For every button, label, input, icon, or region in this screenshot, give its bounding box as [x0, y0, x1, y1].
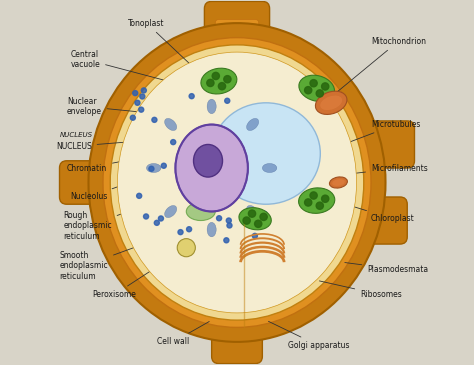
- Circle shape: [212, 72, 219, 80]
- Ellipse shape: [212, 103, 320, 204]
- Text: NUCLEUS: NUCLEUS: [60, 132, 92, 138]
- Circle shape: [177, 239, 195, 257]
- Text: Peroxisome: Peroxisome: [92, 249, 184, 299]
- Circle shape: [310, 80, 317, 87]
- Ellipse shape: [320, 96, 342, 110]
- Ellipse shape: [329, 177, 347, 188]
- Circle shape: [248, 210, 255, 217]
- Circle shape: [253, 214, 257, 219]
- Circle shape: [178, 230, 183, 235]
- Circle shape: [158, 216, 164, 221]
- Circle shape: [255, 220, 262, 227]
- Circle shape: [219, 82, 226, 90]
- Ellipse shape: [103, 38, 371, 327]
- Circle shape: [321, 83, 329, 90]
- Circle shape: [310, 192, 317, 199]
- Ellipse shape: [201, 68, 237, 94]
- Circle shape: [227, 223, 232, 228]
- Ellipse shape: [207, 222, 216, 237]
- Ellipse shape: [146, 164, 161, 173]
- Ellipse shape: [207, 99, 216, 114]
- Circle shape: [305, 199, 312, 206]
- Text: Mitochondrion: Mitochondrion: [326, 37, 426, 101]
- Ellipse shape: [164, 205, 177, 218]
- FancyBboxPatch shape: [212, 316, 262, 364]
- Ellipse shape: [89, 23, 385, 342]
- Text: Smooth
endoplasmic
reticulum: Smooth endoplasmic reticulum: [60, 227, 191, 281]
- Ellipse shape: [315, 91, 347, 115]
- Ellipse shape: [110, 45, 364, 320]
- Text: Microfilaments: Microfilaments: [341, 164, 428, 175]
- Ellipse shape: [239, 208, 271, 230]
- Text: Nuclear
envelope: Nuclear envelope: [67, 97, 191, 117]
- Circle shape: [225, 98, 230, 103]
- Text: NUCLEUS: NUCLEUS: [56, 139, 162, 151]
- Circle shape: [130, 115, 136, 120]
- Circle shape: [260, 213, 267, 220]
- Ellipse shape: [262, 164, 277, 173]
- Circle shape: [171, 139, 176, 145]
- Text: Tonoplast: Tonoplast: [128, 19, 206, 79]
- Circle shape: [316, 90, 323, 97]
- Text: Rough
endoplasmic
reticulum: Rough endoplasmic reticulum: [63, 191, 187, 241]
- Text: Plasmodesmata: Plasmodesmata: [345, 262, 428, 274]
- Circle shape: [161, 163, 166, 168]
- Ellipse shape: [299, 75, 335, 101]
- FancyBboxPatch shape: [360, 197, 407, 244]
- Text: Chloroplast: Chloroplast: [348, 205, 415, 223]
- Ellipse shape: [186, 203, 215, 220]
- Ellipse shape: [246, 118, 259, 131]
- Circle shape: [207, 79, 214, 87]
- Ellipse shape: [299, 188, 335, 213]
- Ellipse shape: [175, 124, 248, 211]
- Circle shape: [141, 88, 146, 93]
- Circle shape: [224, 76, 231, 83]
- Ellipse shape: [164, 118, 177, 131]
- Text: Central
vacuole: Central vacuole: [70, 50, 220, 95]
- Circle shape: [262, 211, 267, 216]
- FancyBboxPatch shape: [60, 161, 107, 204]
- Ellipse shape: [193, 145, 222, 177]
- FancyBboxPatch shape: [204, 1, 270, 45]
- Circle shape: [252, 233, 257, 238]
- Circle shape: [187, 227, 191, 232]
- Circle shape: [217, 216, 222, 221]
- Text: Microtubules: Microtubules: [341, 120, 420, 145]
- Circle shape: [189, 94, 194, 99]
- Circle shape: [224, 238, 229, 243]
- Ellipse shape: [118, 52, 356, 313]
- Circle shape: [139, 107, 144, 112]
- Text: Chromatin: Chromatin: [67, 147, 198, 173]
- Ellipse shape: [332, 179, 345, 186]
- FancyBboxPatch shape: [367, 121, 414, 168]
- Text: Ribosomes: Ribosomes: [319, 281, 402, 299]
- Ellipse shape: [246, 205, 259, 218]
- Circle shape: [140, 94, 145, 99]
- Text: Cell wall: Cell wall: [157, 322, 209, 346]
- Circle shape: [226, 218, 231, 223]
- Text: Golgi apparatus: Golgi apparatus: [268, 321, 349, 350]
- Circle shape: [321, 195, 329, 202]
- Circle shape: [316, 202, 323, 210]
- Circle shape: [154, 220, 159, 225]
- Circle shape: [152, 117, 157, 122]
- Circle shape: [305, 87, 312, 94]
- Circle shape: [137, 193, 142, 199]
- Circle shape: [243, 217, 250, 224]
- FancyBboxPatch shape: [215, 19, 259, 56]
- Text: Nucleolus: Nucleolus: [70, 158, 198, 201]
- Circle shape: [144, 214, 148, 219]
- Circle shape: [133, 91, 138, 96]
- Circle shape: [135, 100, 140, 105]
- Circle shape: [149, 166, 154, 171]
